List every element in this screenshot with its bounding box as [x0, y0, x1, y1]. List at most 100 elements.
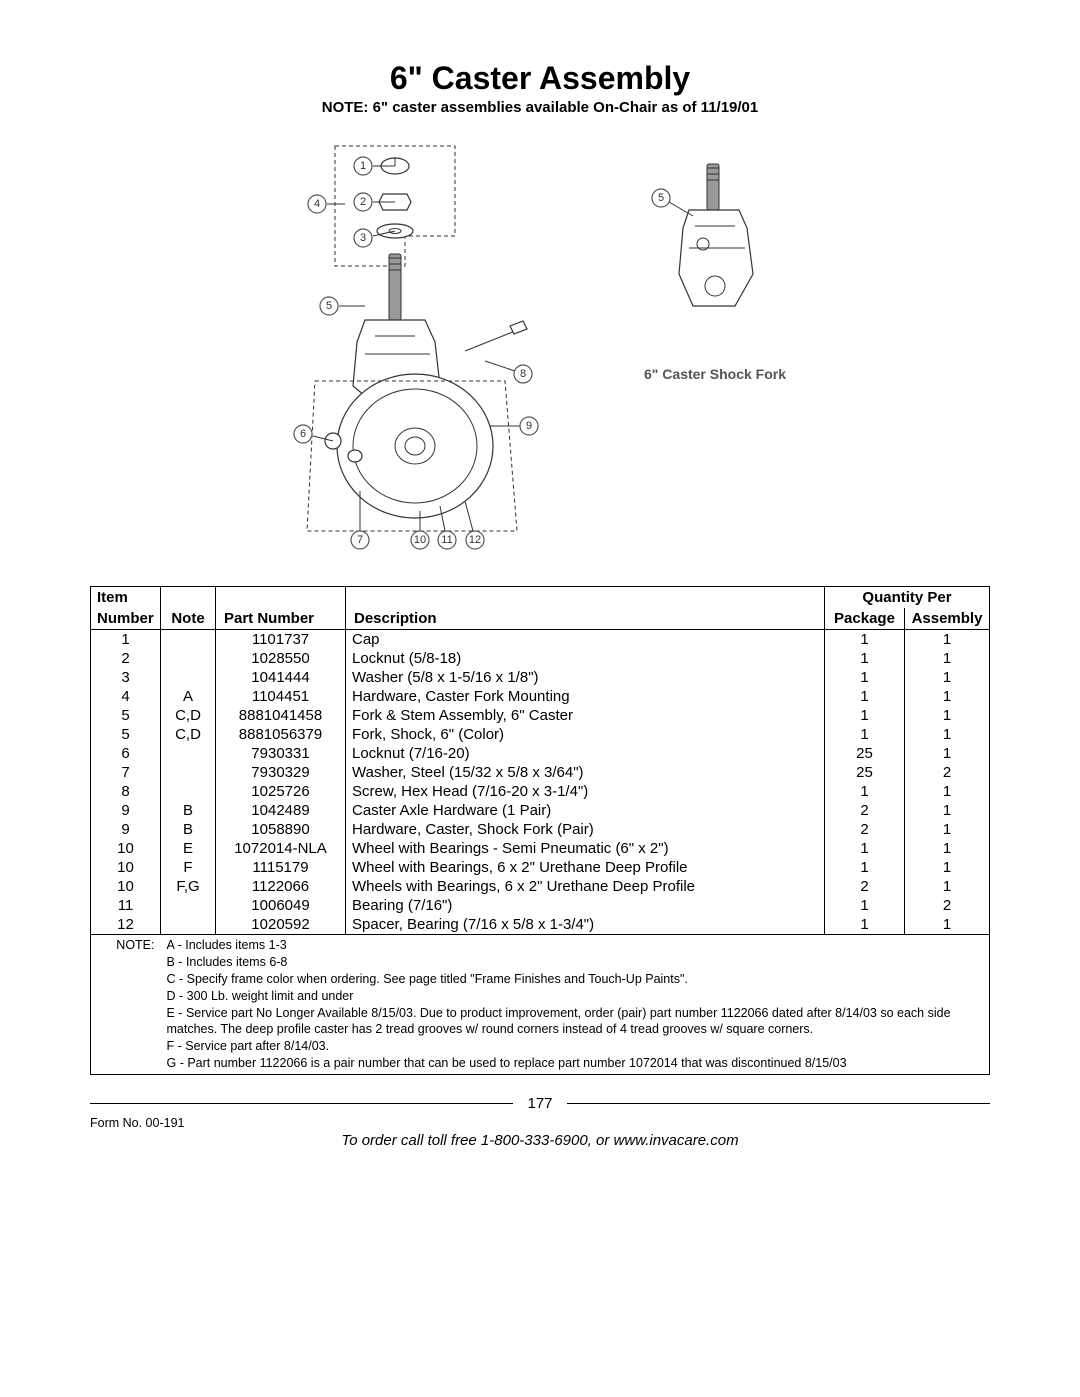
- cell-asm: 1: [905, 839, 990, 858]
- cell-pkg: 2: [825, 877, 905, 896]
- svg-text:7: 7: [357, 534, 363, 546]
- th-desc: Description: [346, 608, 825, 630]
- cell-pkg: 1: [825, 725, 905, 744]
- table-row: 4A1104451Hardware, Caster Fork Mounting1…: [91, 687, 990, 706]
- cell-desc: Spacer, Bearing (7/16 x 5/8 x 1-3/4"): [346, 915, 825, 935]
- cell-desc: Hardware, Caster, Shock Fork (Pair): [346, 820, 825, 839]
- cell-note: [161, 668, 216, 687]
- notes-label: NOTE:: [91, 935, 161, 1075]
- cell-asm: 1: [905, 801, 990, 820]
- cell-pkg: 1: [825, 896, 905, 915]
- cell-item: 6: [91, 744, 161, 763]
- cell-note: [161, 915, 216, 935]
- cell-note: [161, 630, 216, 650]
- page-title: 6" Caster Assembly: [90, 60, 990, 97]
- cell-item: 8: [91, 782, 161, 801]
- svg-text:5: 5: [658, 192, 664, 204]
- cell-pkg: 1: [825, 668, 905, 687]
- cell-note: [161, 763, 216, 782]
- form-number: Form No. 00-191: [90, 1116, 990, 1130]
- table-row: 9B1042489Caster Axle Hardware (1 Pair)21: [91, 801, 990, 820]
- cell-note: E: [161, 839, 216, 858]
- cell-asm: 2: [905, 763, 990, 782]
- note-line: F - Service part after 8/14/03.: [167, 1038, 984, 1055]
- cell-note: B: [161, 801, 216, 820]
- table-row: 10E1072014-NLAWheel with Bearings - Semi…: [91, 839, 990, 858]
- th-qty: Quantity Per: [825, 587, 990, 609]
- cell-desc: Fork, Shock, 6" (Color): [346, 725, 825, 744]
- cell-note: F: [161, 858, 216, 877]
- cell-pkg: 1: [825, 706, 905, 725]
- cell-note: C,D: [161, 725, 216, 744]
- cell-item: 10: [91, 858, 161, 877]
- cell-desc: Bearing (7/16"): [346, 896, 825, 915]
- footer-rule-right: [567, 1103, 990, 1104]
- cell-partnum: 1122066: [216, 877, 346, 896]
- svg-text:2: 2: [360, 196, 366, 208]
- cell-asm: 1: [905, 725, 990, 744]
- cell-desc: Wheels with Bearings, 6 x 2" Urethane De…: [346, 877, 825, 896]
- svg-text:8: 8: [520, 368, 526, 380]
- cell-note: C,D: [161, 706, 216, 725]
- cell-pkg: 1: [825, 839, 905, 858]
- th-asm: Assembly: [905, 608, 990, 630]
- notes-cell: A - Includes items 1-3B - Includes items…: [161, 935, 990, 1075]
- cell-partnum: 1101737: [216, 630, 346, 650]
- cell-desc: Washer, Steel (15/32 x 5/8 x 3/64"): [346, 763, 825, 782]
- cell-asm: 1: [905, 668, 990, 687]
- page: 6" Caster Assembly NOTE: 6" caster assem…: [0, 0, 1080, 1179]
- exploded-diagram: 1 2 3 4 5 6 7 8 9 10: [265, 136, 555, 556]
- cell-asm: 1: [905, 858, 990, 877]
- cell-partnum: 8881041458: [216, 706, 346, 725]
- table-row: 11101737Cap11: [91, 630, 990, 650]
- cell-desc: Caster Axle Hardware (1 Pair): [346, 801, 825, 820]
- cell-partnum: 1006049: [216, 896, 346, 915]
- cell-item: 5: [91, 706, 161, 725]
- order-info: To order call toll free 1-800-333-6900, …: [90, 1132, 990, 1149]
- cell-pkg: 1: [825, 782, 905, 801]
- svg-text:5: 5: [326, 300, 332, 312]
- svg-text:9: 9: [526, 420, 532, 432]
- table-row: 5C,D8881056379Fork, Shock, 6" (Color)11: [91, 725, 990, 744]
- th-partnum: Part Number: [216, 608, 346, 630]
- cell-item: 1: [91, 630, 161, 650]
- cell-desc: Locknut (7/16-20): [346, 744, 825, 763]
- svg-text:12: 12: [469, 534, 481, 546]
- cell-item: 5: [91, 725, 161, 744]
- note-line: D - 300 Lb. weight limit and under: [167, 988, 984, 1005]
- cell-item: 4: [91, 687, 161, 706]
- cell-item: 7: [91, 763, 161, 782]
- cell-asm: 1: [905, 782, 990, 801]
- svg-text:10: 10: [414, 534, 426, 546]
- cell-partnum: 1072014-NLA: [216, 839, 346, 858]
- cell-pkg: 2: [825, 820, 905, 839]
- cell-item: 12: [91, 915, 161, 935]
- cell-note: A: [161, 687, 216, 706]
- cell-pkg: 2: [825, 801, 905, 820]
- svg-text:4: 4: [314, 198, 320, 210]
- th-note: Note: [161, 608, 216, 630]
- svg-text:1: 1: [360, 160, 366, 172]
- cell-desc: Fork & Stem Assembly, 6" Caster: [346, 706, 825, 725]
- note-line: G - Part number 1122066 is a pair number…: [167, 1055, 984, 1072]
- cell-asm: 1: [905, 877, 990, 896]
- cell-pkg: 1: [825, 915, 905, 935]
- cell-asm: 1: [905, 820, 990, 839]
- parts-table-body: 11101737Cap1121028550Locknut (5/8-18)113…: [91, 630, 990, 935]
- cell-note: F,G: [161, 877, 216, 896]
- svg-text:11: 11: [441, 534, 452, 546]
- cell-item: 9: [91, 820, 161, 839]
- cell-partnum: 7930331: [216, 744, 346, 763]
- cell-pkg: 1: [825, 649, 905, 668]
- cell-partnum: 1058890: [216, 820, 346, 839]
- cell-item: 3: [91, 668, 161, 687]
- cell-pkg: 1: [825, 858, 905, 877]
- cell-item: 11: [91, 896, 161, 915]
- cell-note: [161, 744, 216, 763]
- table-row: 111006049Bearing (7/16")12: [91, 896, 990, 915]
- cell-item: 10: [91, 877, 161, 896]
- page-number: 177: [527, 1095, 552, 1112]
- cell-asm: 1: [905, 744, 990, 763]
- cell-note: [161, 782, 216, 801]
- cell-desc: Screw, Hex Head (7/16-20 x 3-1/4"): [346, 782, 825, 801]
